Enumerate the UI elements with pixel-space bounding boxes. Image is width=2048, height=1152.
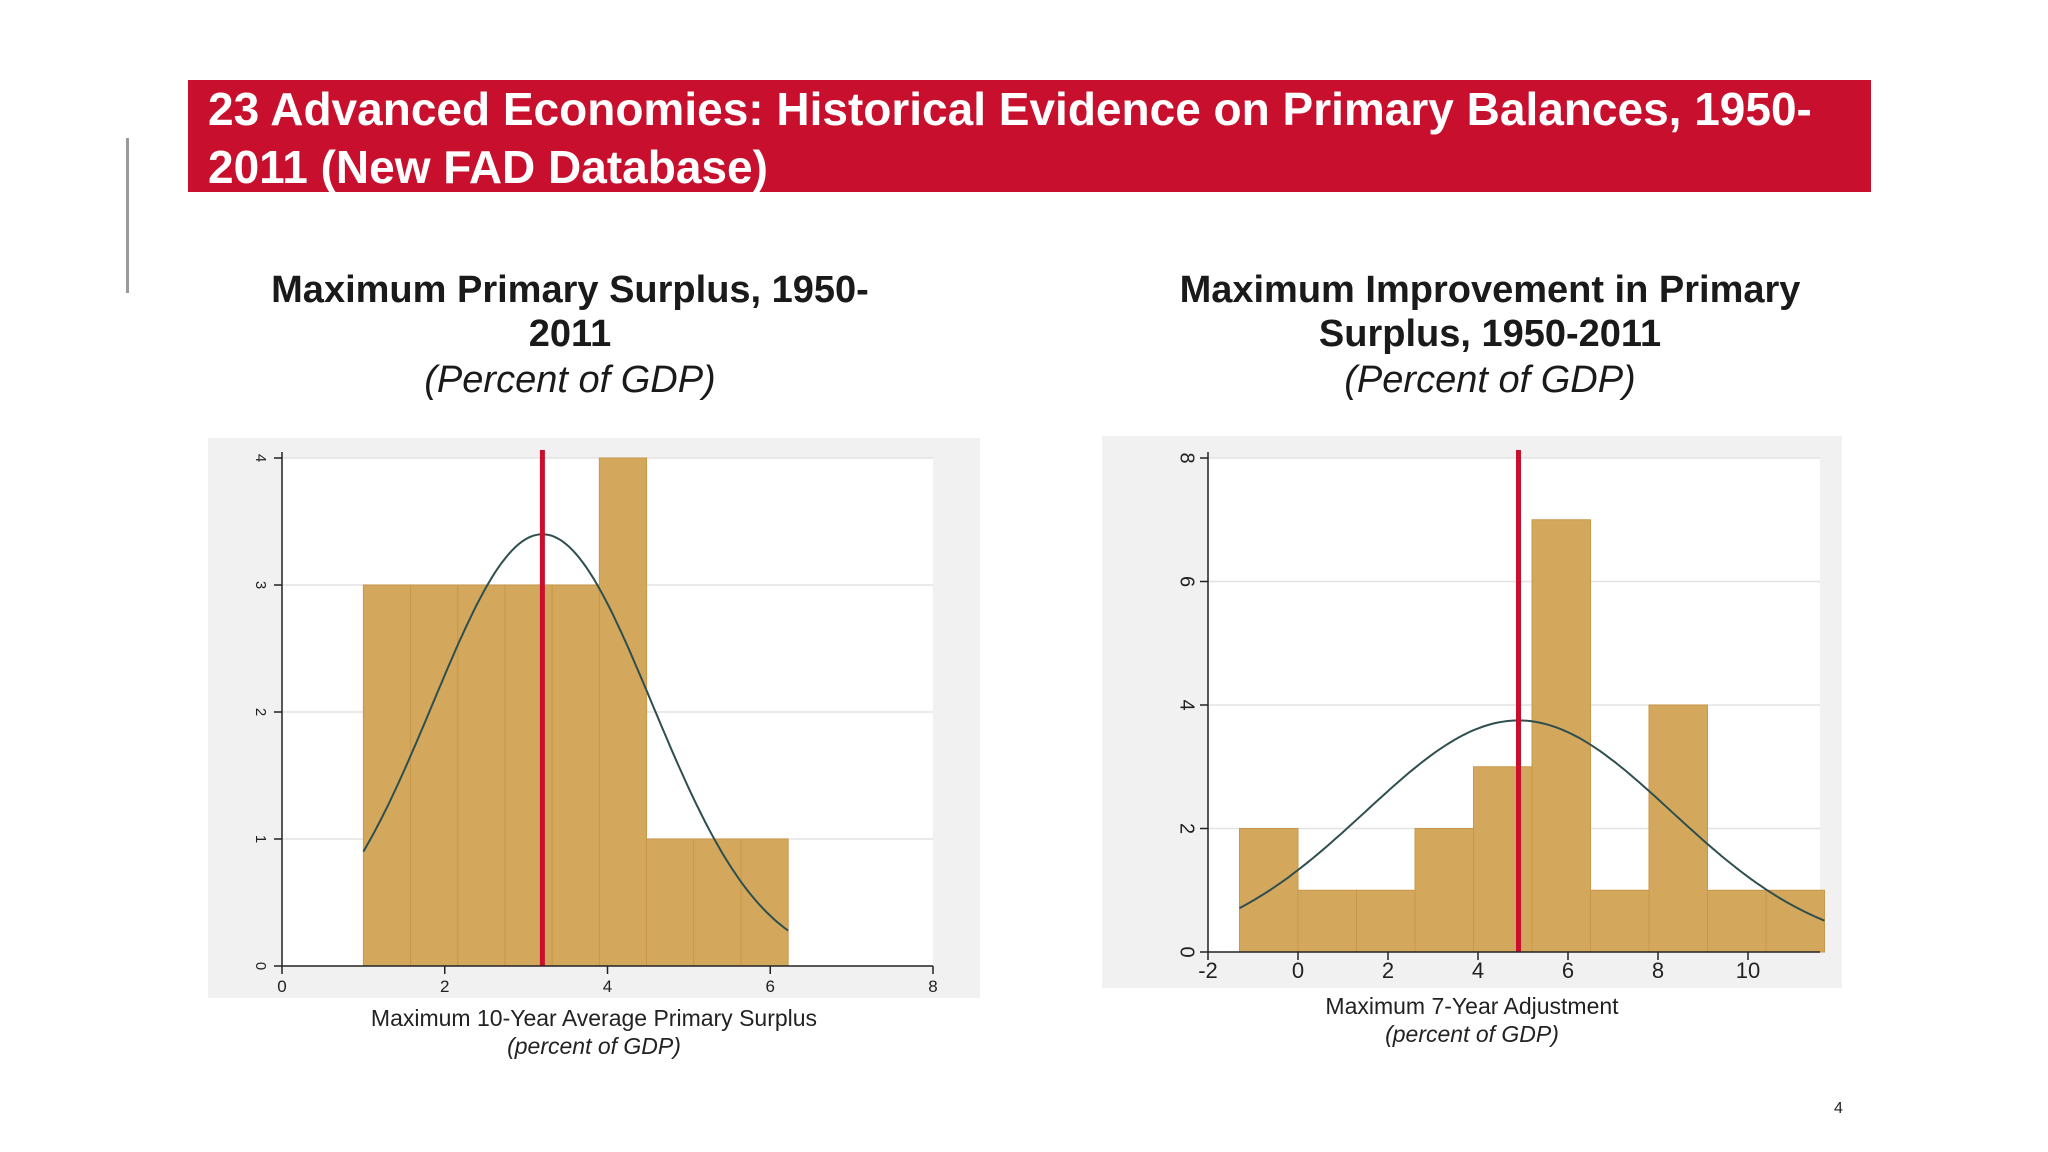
histogram-bar: [740, 838, 789, 967]
histogram-bar: [410, 584, 459, 967]
histogram-bar: [1473, 766, 1533, 953]
normal-density-curve: [362, 533, 789, 932]
x-tick-label: 4: [603, 977, 612, 996]
y-tick-label: 2: [1176, 823, 1198, 834]
histogram-bar: [1414, 828, 1474, 953]
histogram-bar: [646, 838, 695, 967]
x-tick-label: 8: [1652, 958, 1664, 983]
histogram-bar: [1356, 889, 1416, 953]
y-tick-label: 0: [1176, 946, 1198, 957]
right-chart-subtitle: (Percent of GDP): [1344, 359, 1636, 401]
histogram-bar: [1297, 889, 1357, 953]
left-x-axis-label: Maximum 10-Year Average Primary Surplus: [370, 1005, 818, 1031]
x-tick-label: 8: [928, 977, 937, 996]
histogram-bar: [1765, 889, 1825, 953]
y-tick-label: 3: [252, 581, 269, 589]
histogram-bar: [551, 584, 600, 967]
x-tick-label: 0: [1292, 958, 1304, 983]
x-tick-label: 0: [277, 977, 286, 996]
x-tick-label: 2: [1382, 958, 1394, 983]
x-tick-label: 4: [1472, 958, 1484, 983]
left-chart-frame: 0 1 2 3 4 0 2 4 6 8: [208, 438, 980, 998]
y-tick-label: 4: [252, 454, 269, 462]
histogram-bar: [1531, 519, 1591, 953]
x-tick-label: 2: [440, 977, 449, 996]
x-tick-label: -2: [1198, 958, 1218, 983]
y-tick-label: 6: [1176, 576, 1198, 587]
histogram-bar: [504, 584, 553, 967]
y-tick-label: 1: [252, 835, 269, 843]
x-tick-label: 6: [766, 977, 775, 996]
right-chart-frame: 0 2 4 6 8 -2 0 2 4 6 8 10: [1102, 436, 1842, 988]
left-x-axis-sublabel: (percent of GDP): [507, 1033, 681, 1059]
page-number: 4: [1834, 1100, 1843, 1117]
right-x-axis-label: Maximum 7-Year Adjustment: [1325, 993, 1619, 1019]
y-tick-label: 8: [1176, 452, 1198, 463]
right-chart-title: Maximum Improvement in Primary Surplus, …: [1179, 269, 1801, 355]
slide-left-rule: [126, 138, 129, 293]
right-x-axis-sublabel: (percent of GDP): [1385, 1021, 1559, 1047]
x-tick-label: 6: [1562, 958, 1574, 983]
left-chart-title: Maximum Primary Surplus, 1950-2011: [271, 269, 869, 355]
y-tick-label: 4: [1176, 699, 1198, 710]
histogram-bar: [693, 838, 742, 967]
x-tick-label: 10: [1736, 958, 1760, 983]
histogram-bar: [1707, 889, 1767, 953]
histogram-bar: [1648, 704, 1708, 953]
left-chart-subtitle: (Percent of GDP): [424, 359, 716, 401]
y-tick-label: 0: [252, 962, 269, 970]
histogram-bar: [362, 584, 412, 967]
title-banner: 23 Advanced Economies: Historical Eviden…: [188, 80, 1871, 193]
left-histogram: 0 1 2 3 4 0 2 4 6 8: [252, 450, 938, 996]
normal-density-curve: [1239, 719, 1825, 922]
y-tick-label: 2: [252, 708, 269, 716]
histogram-bar: [1590, 889, 1650, 953]
histogram-bar: [598, 457, 648, 967]
slide-title: 23 Advanced Economies: Historical Eviden…: [208, 83, 1812, 193]
histogram-bar: [457, 584, 506, 967]
